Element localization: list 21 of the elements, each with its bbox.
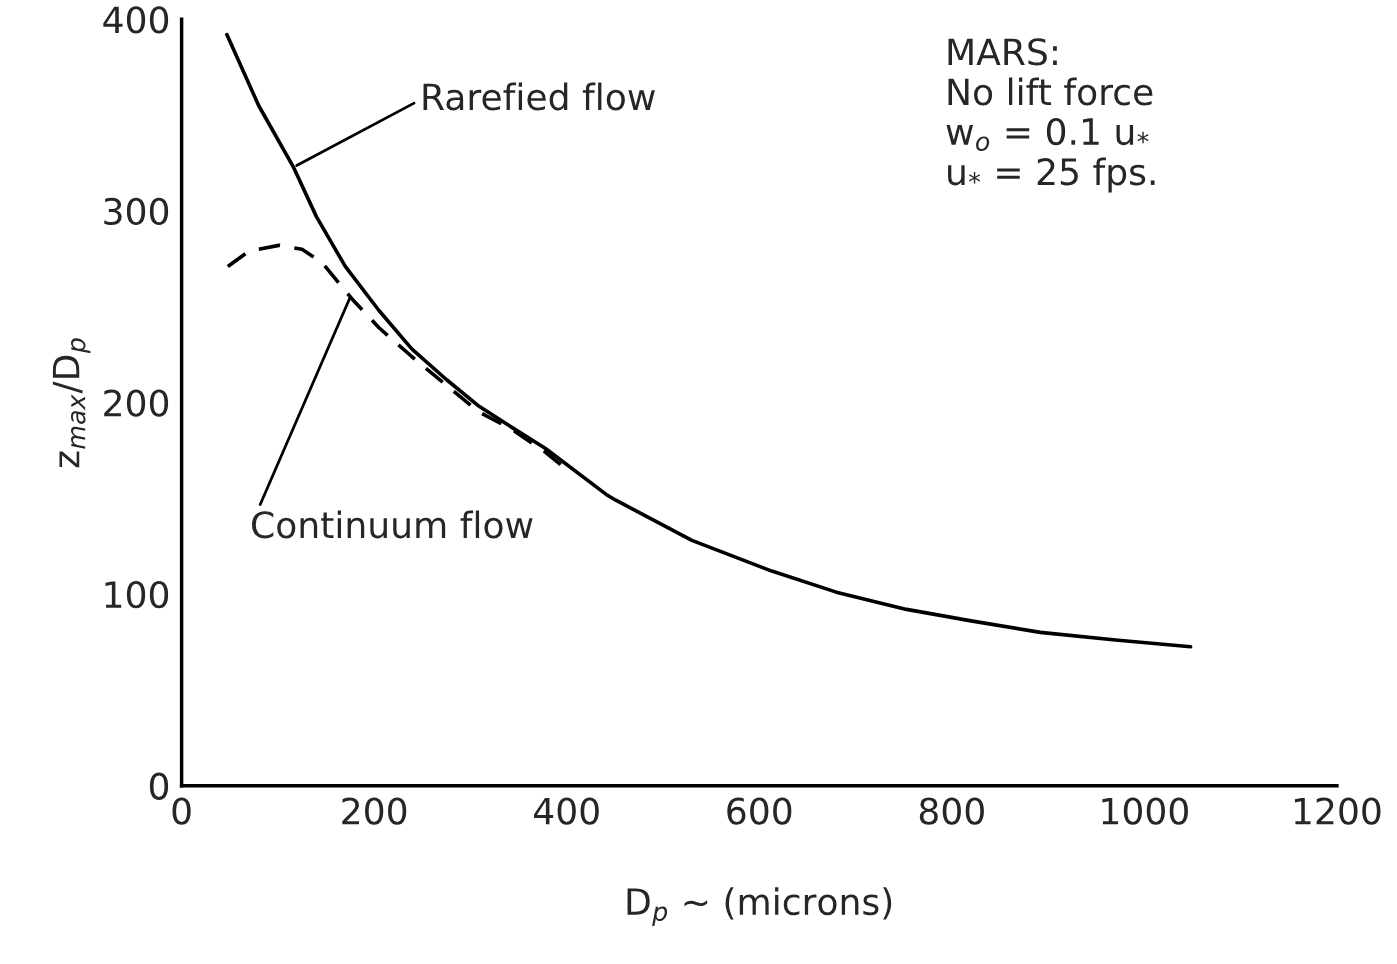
x-tick-label: 400: [534, 797, 599, 825]
x-tick-label: 0: [172, 797, 191, 825]
x-axis-title: D$_{p}$ ~ (microns): [627, 887, 892, 926]
annotation: Continuum flow: [252, 510, 533, 539]
annotation: u$_{*}$ = 25 fps.: [948, 157, 1155, 193]
x-tick-label: 200: [342, 797, 407, 825]
y-tick-label: 300: [104, 197, 169, 226]
x-tick-label: 1200: [1294, 797, 1381, 825]
annotation: w$_{o}$ = 0.1 u$_{*}$: [946, 117, 1149, 151]
y-tick-label: 100: [105, 580, 169, 609]
y-tick-label: 200: [104, 389, 169, 417]
annotation: MARS:: [948, 38, 1057, 66]
y-axis-title: z$_{max}$/D$_{p}$: [52, 338, 91, 468]
y-tick-label: 400: [103, 6, 169, 34]
x-tick-label: 800: [919, 797, 984, 825]
line-series: [225, 32, 1193, 649]
x-tick-label: 1000: [1102, 797, 1188, 825]
annotation: Rarefied flow: [423, 82, 655, 111]
x-tick-label: 600: [727, 797, 792, 825]
annotation: No lift force: [948, 77, 1153, 106]
y-tick-label: 0: [149, 772, 169, 800]
